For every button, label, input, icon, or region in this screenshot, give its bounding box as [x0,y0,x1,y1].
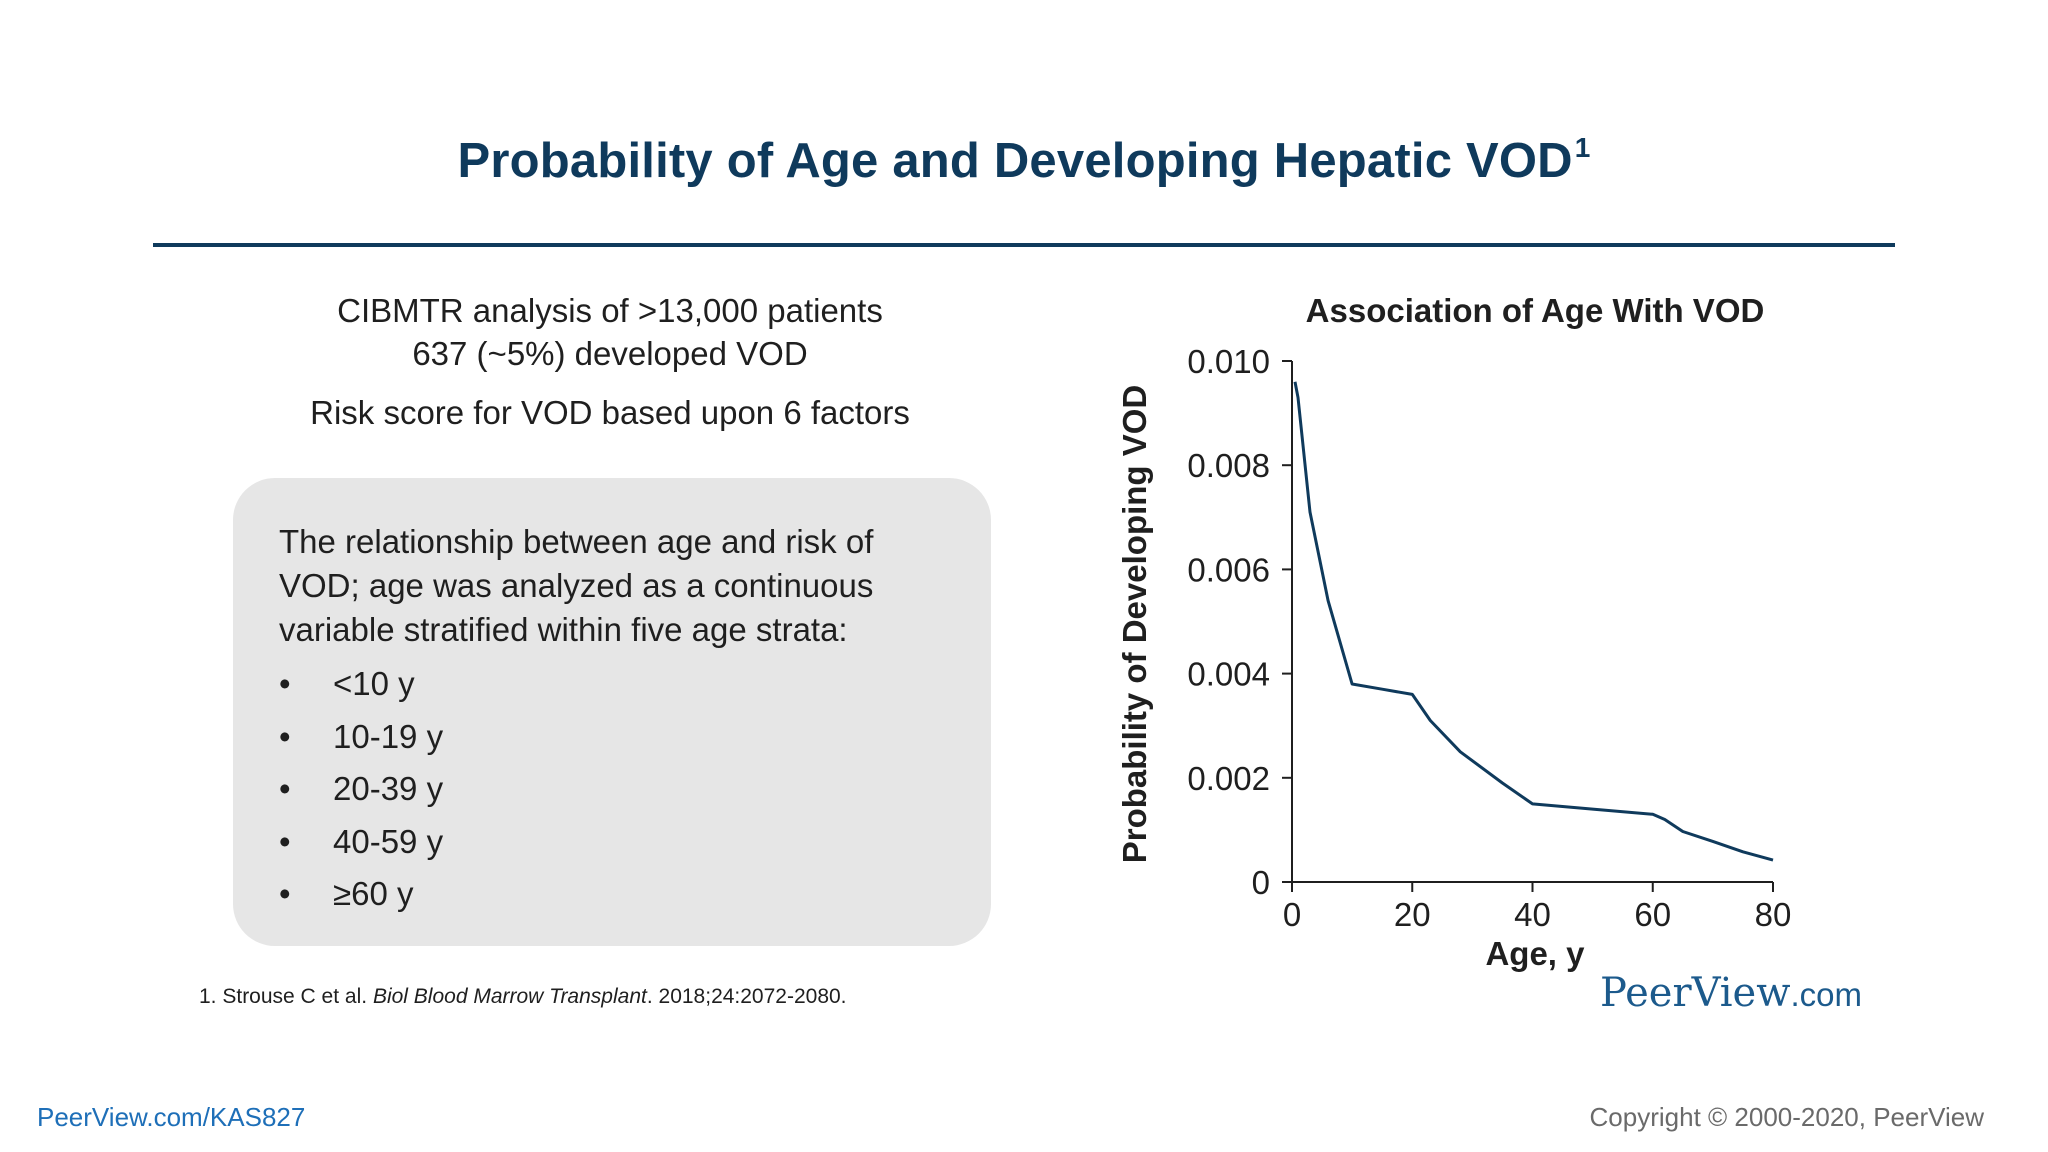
y-tick-label: 0.010 [1187,343,1270,380]
brand-suffix: .com [1790,976,1862,1013]
intro-line-3: Risk score for VOD based upon 6 factors [310,394,910,431]
chart-ticks: 0 0.002 0.004 0.006 0.008 0.010 0 20 40 60 80 [1187,343,1791,933]
y-tick-label: 0.004 [1187,656,1270,693]
strata-item: • 40-59 y [279,816,443,869]
y-tick-label: 0.008 [1187,447,1270,484]
chart-series [1293,381,1774,862]
x-tick-label: 20 [1394,896,1431,933]
strata-label: 10-19 y [333,717,444,755]
intro-line-2: 637 (~5%) developed VOD [412,335,808,372]
strata-label: ≥60 y [333,875,414,912]
title-divider [153,243,1895,247]
brand-logo: PeerView.com [1600,970,1862,1016]
footnote-journal: Biol Blood Marrow Transplant [372,985,647,1008]
x-tick-label: 0 [1283,896,1301,933]
strata-panel: The relationship between age and risk of… [233,478,991,946]
chart-title: Association of Age With VOD [1306,292,1765,329]
brand-name: PeerView [1600,970,1791,1016]
bullet-icon: • [279,717,291,755]
bullet-icon: • [279,770,291,807]
strata-item: • <10 y [279,658,443,711]
y-axis-label: Probability of Developing VOD [1116,385,1153,864]
x-tick-label: 80 [1755,896,1792,933]
activity-link[interactable]: PeerView.com/KAS827 [37,1102,306,1132]
strata-item: • 20-39 y [279,763,443,816]
footnote-suffix: . 2018;24:2072-2080. [646,985,847,1008]
strata-label: 20-39 y [333,770,444,807]
panel-description: The relationship between age and risk of… [279,523,874,648]
copyright-notice: Copyright © 2000-2020, PeerView [1589,1102,1984,1132]
y-tick-label: 0.006 [1187,551,1270,588]
y-tick-label: 0.002 [1187,760,1270,797]
strata-label: <10 y [333,665,415,702]
strata-item: • ≥60 y [279,868,443,921]
bullet-icon: • [279,665,291,702]
x-tick-label: 60 [1634,896,1671,933]
x-axis-label: Age, y [1485,935,1585,972]
series-line [1293,381,1774,862]
footnote-prefix: 1. Strouse C et al. [199,985,368,1008]
strata-list: • <10 y • 10-19 y • 20-39 y • 40-59 y • ≥60 y [279,658,443,921]
strata-item: • 10-19 y [279,711,443,764]
x-tick-label: 40 [1514,896,1551,933]
bullet-icon: • [279,822,291,860]
intro-line-1: CIBMTR analysis of >13,000 patients [337,292,883,329]
y-tick-label: 0 [1252,864,1270,901]
footnote: 1. Strouse C et al. Biol Blood Marrow Tr… [199,985,847,1009]
slide-title-text: Probability of Age and Developing Hepati… [457,134,1573,188]
title-superscript: 1 [1574,132,1591,163]
slide-title: Probability of Age and Developing Hepati… [0,132,2048,189]
bullet-icon: • [279,875,291,912]
strata-label: 40-59 y [333,822,444,860]
